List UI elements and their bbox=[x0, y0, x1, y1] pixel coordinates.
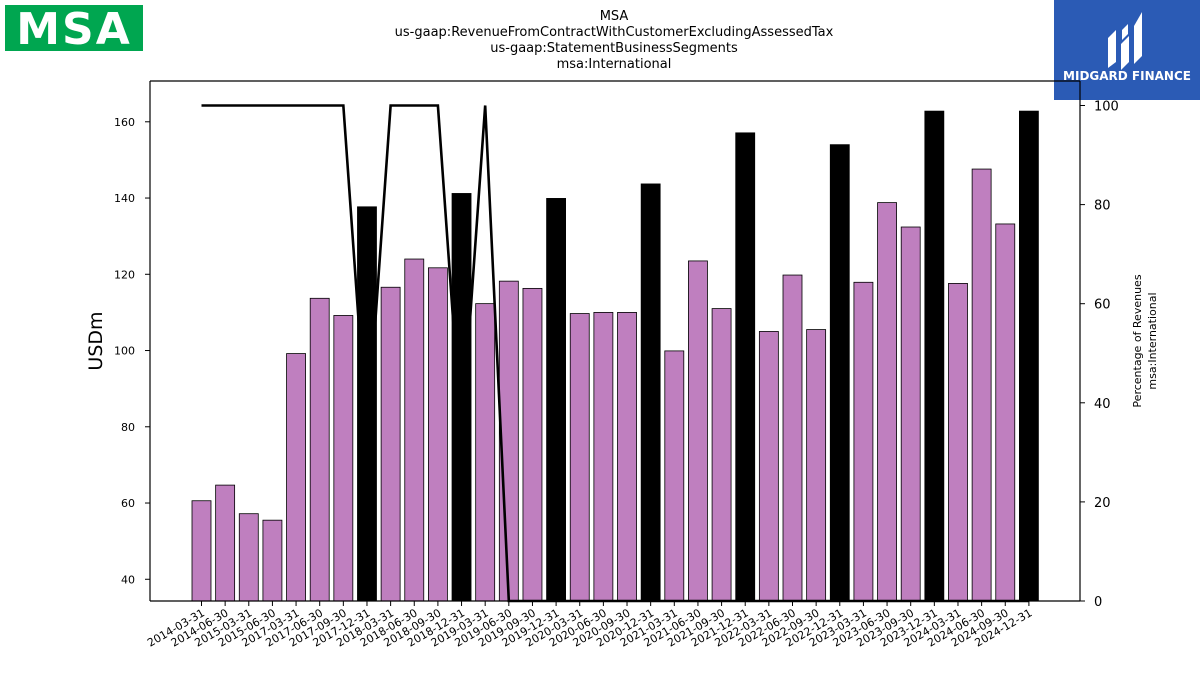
y-left-tick-label-140: 140 bbox=[114, 192, 135, 205]
y-right-tick-label-40: 40 bbox=[1094, 397, 1111, 412]
x-axis-ticks: 2014-03-312014-06-302015-03-312015-06-30… bbox=[145, 601, 1034, 650]
y-axis-left-label: USDm bbox=[85, 311, 107, 370]
bar-2018-03-31 bbox=[380, 286, 401, 602]
bar-2024-03-31 bbox=[948, 283, 968, 602]
y-left-tick-label-80: 80 bbox=[121, 421, 135, 434]
bar-2021-03-31 bbox=[664, 350, 685, 602]
bar-2018-09-30 bbox=[427, 267, 448, 602]
chart-title: MSAus-gaap:RevenueFromContractWithCustom… bbox=[395, 9, 834, 72]
bar-2017-06-30 bbox=[309, 297, 330, 602]
y-axis-right-label: Percentage of Revenues msa:International bbox=[1131, 274, 1159, 407]
bar-2024-06-30 bbox=[971, 168, 992, 602]
y-right-tick-label-60: 60 bbox=[1094, 298, 1111, 313]
msa-logo-background bbox=[5, 5, 143, 51]
y-left-tick-label-100: 100 bbox=[114, 345, 135, 358]
y-left-tick-label-40: 40 bbox=[121, 573, 135, 586]
bar-2022-03-31 bbox=[758, 331, 779, 602]
bar-2023-03-31 bbox=[853, 281, 874, 602]
bar-2021-12-31 bbox=[735, 132, 756, 602]
midgard-finance-logo: MIDGARD FINANCE bbox=[1054, 0, 1200, 100]
y-left-tick-label-60: 60 bbox=[121, 497, 135, 510]
y-right-tick-label-80: 80 bbox=[1094, 199, 1111, 214]
chart-title-line-4: msa:International bbox=[557, 57, 672, 72]
bar-2017-03-31 bbox=[286, 353, 306, 602]
bar-2019-03-31 bbox=[475, 303, 496, 602]
bar-2020-03-31 bbox=[569, 313, 590, 602]
bar-2020-12-31 bbox=[640, 183, 661, 602]
y-left-tick-label-120: 120 bbox=[114, 268, 135, 281]
chart-title-line-2: us-gaap:RevenueFromContractWithCustomerE… bbox=[395, 25, 834, 40]
bar-2024-12-31 bbox=[1019, 110, 1039, 602]
y-axis-right-label-line-1: Percentage of Revenues bbox=[1131, 274, 1144, 407]
bar-series bbox=[191, 110, 1039, 602]
bar-2017-12-31 bbox=[357, 206, 377, 602]
bar-2022-06-30 bbox=[782, 274, 803, 602]
bar-2023-06-30 bbox=[877, 202, 897, 602]
bar-2023-09-30 bbox=[900, 226, 921, 602]
y-axis-left-ticks: 40 60 80 100 120 140 160 bbox=[114, 116, 150, 586]
bar-2021-06-30 bbox=[688, 260, 708, 602]
chart-title-line-1: MSA bbox=[600, 9, 629, 24]
y-left-tick-label-160: 160 bbox=[114, 116, 135, 129]
bar-2022-12-31 bbox=[829, 144, 850, 602]
bar-2014-06-30 bbox=[215, 484, 236, 602]
midgard-emblem-icon bbox=[1108, 12, 1142, 70]
bar-2015-06-30 bbox=[262, 519, 283, 602]
y-axis-right-label-line-2: msa:International bbox=[1146, 292, 1159, 389]
bar-2019-12-31 bbox=[546, 198, 566, 602]
bar-2021-09-30 bbox=[711, 308, 732, 602]
y-right-tick-label-0: 0 bbox=[1094, 595, 1102, 610]
bar-2019-09-30 bbox=[522, 287, 543, 602]
axes-frame bbox=[149, 80, 1081, 602]
bar-2023-12-31 bbox=[924, 110, 945, 602]
chart-title-line-3: us-gaap:StatementBusinessSegments bbox=[490, 41, 738, 56]
bar-2017-09-30 bbox=[333, 315, 354, 602]
bar-2020-09-30 bbox=[617, 312, 637, 602]
bar-2018-06-30 bbox=[404, 258, 425, 602]
bar-2024-09-30 bbox=[995, 223, 1016, 602]
bar-2015-03-31 bbox=[238, 513, 259, 602]
msa-logo: MSA bbox=[5, 4, 143, 55]
midgard-logo-text: MIDGARD FINANCE bbox=[1063, 69, 1191, 83]
y-right-tick-label-100: 100 bbox=[1094, 100, 1119, 115]
msa-logo-text: MSA bbox=[16, 4, 132, 55]
bar-2020-06-30 bbox=[593, 312, 614, 602]
bar-2018-12-31 bbox=[451, 193, 472, 602]
bar-2022-09-30 bbox=[806, 329, 827, 602]
y-right-tick-label-20: 20 bbox=[1094, 496, 1111, 511]
bar-2014-03-31 bbox=[191, 500, 212, 602]
y-axis-right-ticks: 0 20 40 60 80 100 bbox=[1080, 100, 1119, 610]
